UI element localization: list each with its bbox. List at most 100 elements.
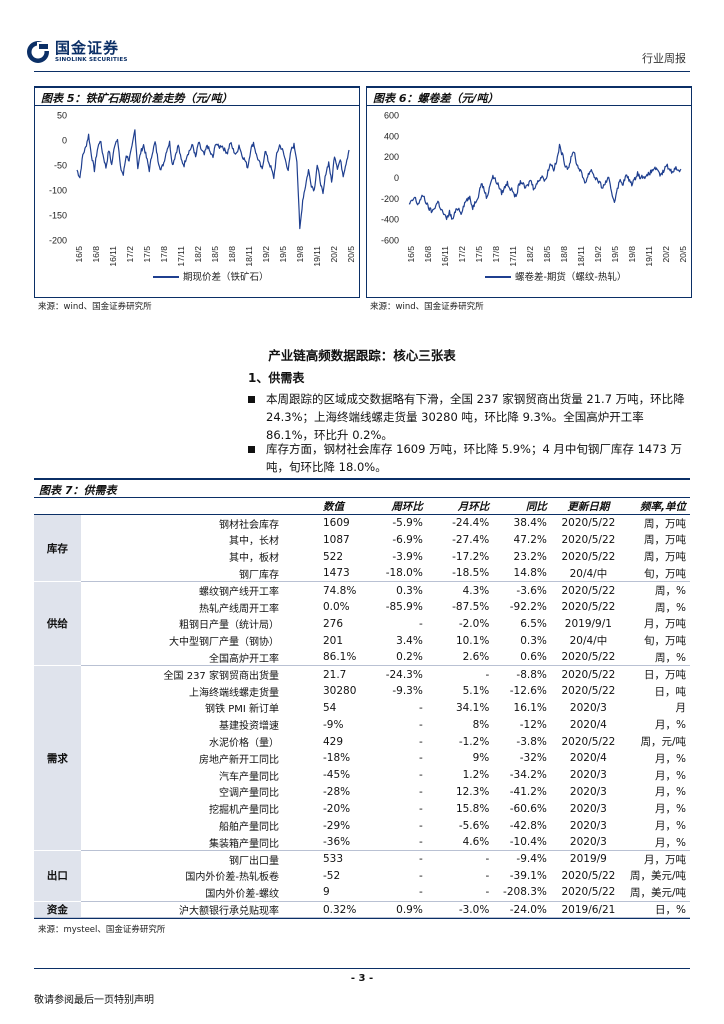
series-line bbox=[408, 143, 682, 221]
cell-freq: 月，万吨 bbox=[644, 618, 686, 631]
x-tick-label: 16/11 bbox=[108, 246, 118, 267]
table-row: 船舶产量同比 -29% - -5.6% -42.8% 2020/3 月，% bbox=[34, 817, 690, 834]
cell-wow: -5.9% bbox=[392, 517, 423, 530]
x-tick-label: 20/2 bbox=[329, 246, 339, 263]
group-label-inventory: 库存 bbox=[34, 514, 81, 583]
cell-date: 2020/5/22 bbox=[561, 668, 616, 681]
cell-wow: 0.9% bbox=[360, 901, 427, 919]
cell-wow: - bbox=[419, 617, 423, 630]
table-row: 上海终端线螺走货量 30280 -9.3% 5.1% -12.6% 2020/5/22 日，… bbox=[34, 683, 690, 700]
y-tick-label: -50 bbox=[54, 161, 67, 171]
supply-demand-table: 数值 周环比 月环比 同比 更新日期 频率,单位 库存 钢材社会库存 1609 -5.… bbox=[34, 498, 690, 919]
logo-en: SINOLINK SECURITIES bbox=[55, 56, 128, 63]
indicator-name: 其中，长材 bbox=[228, 536, 279, 548]
cell-value: 429 bbox=[322, 735, 344, 748]
cell-value: 201 bbox=[322, 634, 344, 647]
cell-date: 2019/9/1 bbox=[564, 617, 612, 630]
cell-freq: 周，% bbox=[655, 601, 686, 614]
cell-freq: 旬，万吨 bbox=[625, 565, 690, 583]
cell-date: 2020/5/22 bbox=[561, 869, 616, 882]
table-row: 基建投资增速 -9% - 8% -12% 2020/4 月，% bbox=[34, 716, 690, 733]
indicator-name: 船舶产量同比 bbox=[218, 822, 279, 834]
cell-yoy: -42.8% bbox=[509, 819, 547, 832]
table-row: 供给 螺纹钢产线开工率 74.8% 0.3% 4.3% -3.6% 2020/5/22 周，% bbox=[34, 581, 690, 667]
cell-mom: 8% bbox=[472, 718, 490, 731]
x-tick-label: 17/8 bbox=[159, 246, 169, 263]
indicator-name: 沪大额银行承兑贴现率 bbox=[80, 901, 283, 919]
x-tick-label: 16/5 bbox=[406, 246, 416, 263]
x-tick-label: 18/2 bbox=[525, 246, 535, 263]
series-line bbox=[76, 129, 350, 230]
cell-value: 74.8% bbox=[322, 584, 357, 597]
cell-mom: 1.2% bbox=[462, 769, 490, 782]
cell-wow: - bbox=[419, 785, 423, 798]
cell-value: 9 bbox=[282, 884, 361, 902]
section-title: 产业链高频数据跟踪：核心三张表 bbox=[268, 348, 456, 363]
cell-mom: - bbox=[485, 668, 490, 681]
company-logo: 国金证券 SINOLINK SECURITIES bbox=[26, 40, 128, 64]
cell-freq: 月，万吨 bbox=[644, 853, 686, 866]
table-row: 资金 沪大额银行承兑贴现率 0.32% 0.9% -3.0% -24.0% 2019/6/2… bbox=[34, 901, 690, 919]
cell-mom: -18.5% bbox=[426, 565, 494, 583]
cell-value: 1609 bbox=[322, 517, 350, 530]
table-row: 库存 钢材社会库存 1609 -5.9% -24.4% 38.4% 2020/5/22 周，万… bbox=[34, 514, 690, 583]
cell-mom: -5.6% bbox=[458, 819, 490, 832]
cell-mom: -24.4% bbox=[452, 517, 490, 530]
x-tick-label: 19/8 bbox=[295, 246, 305, 263]
table-row: 其中，长材 1087 -6.9% -27.4% 47.2% 2020/5/22 周，万吨 bbox=[34, 532, 690, 549]
cell-yoy: 0.3% bbox=[520, 634, 547, 647]
cell-mom: 4.3% bbox=[462, 584, 490, 597]
table-row: 水泥价格（量） 429 - -1.2% -3.8% 2020/5/22 周，元/吨 bbox=[34, 733, 690, 750]
cell-yoy: -34.2% bbox=[509, 769, 547, 782]
y-tick-label: 0 bbox=[62, 136, 67, 146]
cell-value: -28% bbox=[322, 785, 351, 798]
cell-wow: - bbox=[419, 853, 423, 866]
table-row: 钢铁 PMI 新订单 54 - 34.1% 16.1% 2020/3 月 bbox=[34, 700, 690, 717]
cell-freq: 月，% bbox=[655, 719, 686, 732]
cell-yoy: -208.3% bbox=[493, 884, 551, 902]
cell-value: 30280 bbox=[322, 685, 357, 698]
cell-mom: - bbox=[426, 884, 494, 902]
cell-freq: 月，% bbox=[655, 752, 686, 765]
cell-value: 522 bbox=[322, 550, 344, 563]
indicator-name: 房地产新开工同比 bbox=[198, 754, 279, 766]
x-tick-label: 18/5 bbox=[210, 246, 220, 263]
indicator-name: 大中型钢厂产量（钢协） bbox=[168, 637, 279, 649]
cell-freq: 月，% bbox=[655, 786, 686, 799]
header-mom: 月环比 bbox=[426, 498, 494, 516]
cell-date: 2020/5/22 bbox=[561, 533, 616, 546]
table-row: 全国高炉开工率 86.1% 0.2% 2.6% 0.6% 2020/5/22 周，% bbox=[34, 649, 690, 667]
table-row: 大中型钢厂产量（钢协） 201 3.4% 10.1% 0.3% 20/4/中 旬，万吨 bbox=[34, 632, 690, 649]
cell-mom: -3.0% bbox=[426, 901, 494, 919]
indicator-name: 钢厂出口量 bbox=[228, 855, 279, 867]
cell-mom: 4.6% bbox=[426, 833, 494, 852]
bullet-square-icon bbox=[248, 446, 255, 453]
y-tick-label: 600 bbox=[384, 111, 399, 121]
table-row: 集装箱产量同比 -36% -4.6% -10.4% 2020/3 月，% bbox=[34, 833, 690, 852]
figure5-source: 来源：wind、国金证券研究所 bbox=[38, 302, 152, 312]
cell-mom: - bbox=[485, 869, 490, 882]
indicator-name: 上海终端线螺走货量 bbox=[188, 687, 279, 699]
figure6-chart: 600 400 200 0 -200 -400 -600 16/5 16/8 16/11 17/2 1… bbox=[381, 111, 688, 284]
cell-value: 1473 bbox=[282, 565, 361, 583]
indicator-name: 水泥价格（量） bbox=[208, 738, 279, 750]
cell-freq: 周，万吨 bbox=[644, 517, 686, 530]
table-row: 汽车产量同比 -45% - 1.2% -34.2% 2020/3 月，% bbox=[34, 767, 690, 784]
table-row: 出口 钢厂出口量 533- - -9.4% 2019/9 月，万吨 bbox=[34, 850, 690, 902]
x-tick-label: 19/11 bbox=[644, 246, 654, 267]
cell-wow: -18.0% bbox=[360, 565, 427, 583]
cell-mom: 15.8% bbox=[455, 802, 490, 815]
table-title: 图表 7：供需表 bbox=[34, 478, 690, 498]
header-divider bbox=[34, 71, 690, 72]
indicator-name: 国内外价差-热轧板卷 bbox=[185, 872, 279, 884]
table-row: 挖掘机产量同比 -20% - 15.8% -60.6% 2020/3 月，% bbox=[34, 800, 690, 817]
y-tick-label: 400 bbox=[384, 131, 399, 141]
cell-yoy: -32% bbox=[519, 752, 547, 765]
cell-freq: 周，% bbox=[625, 649, 690, 667]
header-freq: 频率,单位 bbox=[625, 498, 690, 516]
cell-value: -36% bbox=[282, 833, 361, 852]
indicator-name: 空调产量同比 bbox=[218, 788, 279, 800]
footer-divider bbox=[34, 968, 690, 969]
cell-date: 2020/4 bbox=[569, 752, 607, 765]
table-row: 国内外价差-螺纹 9- - -208.3% 2020/5/22 周，美元/吨 bbox=[34, 884, 690, 902]
